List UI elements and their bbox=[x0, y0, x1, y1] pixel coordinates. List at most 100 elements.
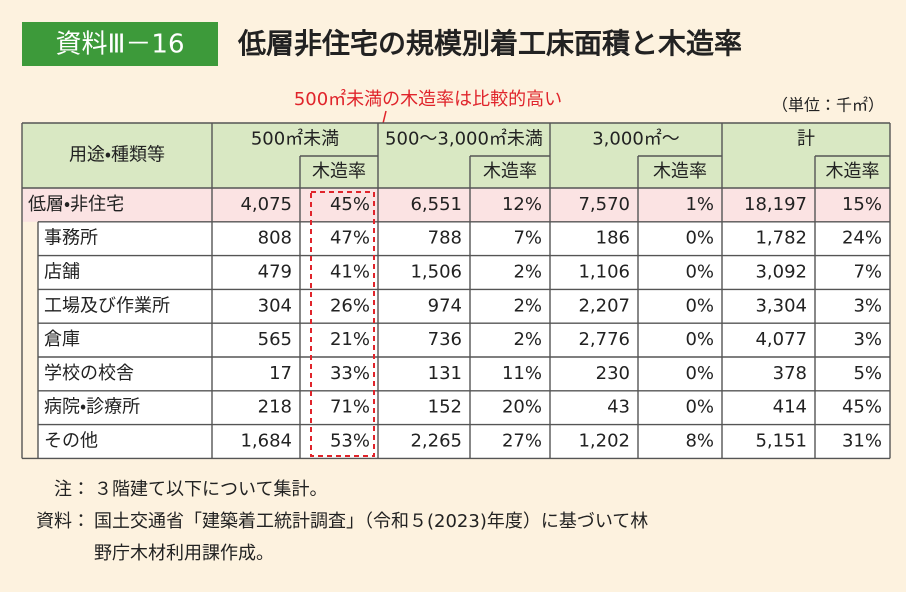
rate-cell: 7% bbox=[513, 228, 542, 249]
area-cell: 230 bbox=[596, 363, 630, 384]
rate-cell: 45% bbox=[842, 397, 882, 418]
rate-cell: 53% bbox=[330, 431, 370, 452]
column-header: 用途・種類等 bbox=[69, 145, 165, 166]
area-cell: 2,265 bbox=[410, 431, 462, 452]
area-cell: 788 bbox=[428, 228, 462, 249]
body-bg bbox=[722, 221, 815, 459]
rate-cell: 12% bbox=[502, 194, 542, 215]
row-label: その他 bbox=[44, 431, 98, 452]
row-label: 事務所 bbox=[44, 228, 98, 249]
body-bg bbox=[38, 221, 212, 459]
area-cell: 565 bbox=[258, 329, 292, 350]
area-cell: 4,077 bbox=[755, 329, 807, 350]
rate-cell: 0% bbox=[685, 262, 714, 283]
rate-cell: 47% bbox=[330, 228, 370, 249]
rate-cell: 8% bbox=[685, 431, 714, 452]
label-box bbox=[22, 22, 218, 66]
area-cell: 18,197 bbox=[744, 194, 807, 215]
rate-cell: 31% bbox=[842, 431, 882, 452]
area-cell: 43 bbox=[607, 397, 630, 418]
rate-cell: 45% bbox=[330, 194, 370, 215]
rate-cell: 71% bbox=[330, 397, 370, 418]
area-cell: 17 bbox=[269, 363, 292, 384]
area-cell: 414 bbox=[773, 397, 807, 418]
area-cell: 5,151 bbox=[755, 431, 807, 452]
unit: （単位：千㎡） bbox=[772, 96, 884, 115]
sub-header: 木造率 bbox=[653, 161, 707, 182]
area-cell: 6,551 bbox=[410, 194, 462, 215]
figure-title: 低層非住宅の規模別着工床面積と木造率 bbox=[237, 27, 742, 60]
rate-cell: 27% bbox=[502, 431, 542, 452]
group-header: 500～3,000㎡未満 bbox=[385, 128, 543, 150]
rate-cell: 20% bbox=[502, 397, 542, 418]
group-header: 計 bbox=[797, 129, 815, 150]
body-bg bbox=[300, 221, 378, 459]
rate-cell: 24% bbox=[842, 228, 882, 249]
rate-cell: 0% bbox=[685, 397, 714, 418]
rate-cell: 0% bbox=[685, 329, 714, 350]
area-cell: 218 bbox=[258, 397, 292, 418]
rate-cell: 41% bbox=[330, 262, 370, 283]
area-cell: 152 bbox=[428, 397, 462, 418]
notes: 注： ３階建て以下について集計。資料： 国土交通省「建築着工統計調査」（令和５(20… bbox=[36, 479, 648, 564]
rate-cell: 21% bbox=[330, 329, 370, 350]
rate-cell: 3% bbox=[853, 295, 882, 316]
rate-cell: 33% bbox=[330, 363, 370, 384]
area-cell: 304 bbox=[258, 295, 292, 316]
rate-cell: 0% bbox=[685, 228, 714, 249]
area-cell: 736 bbox=[428, 329, 462, 350]
area-cell: 3,092 bbox=[755, 262, 807, 283]
sub-header: 木造率 bbox=[483, 161, 537, 182]
row-label: 店舗 bbox=[44, 262, 80, 283]
note-text: ３階建て以下について集計。 bbox=[94, 479, 327, 500]
body-bg bbox=[212, 221, 300, 459]
rate-cell: 2% bbox=[513, 295, 542, 316]
note-label: 資料： bbox=[36, 511, 90, 532]
body-bg bbox=[550, 221, 638, 459]
highlight-box bbox=[310, 191, 375, 457]
group-header: 3,000㎡～ bbox=[592, 128, 680, 150]
rate-cell: 0% bbox=[685, 363, 714, 384]
rate-cell: 7% bbox=[853, 262, 882, 283]
note-text: 野庁木材利用課作成。 bbox=[94, 543, 274, 564]
row-label: 低層・非住宅 bbox=[28, 194, 124, 215]
area-cell: 4,075 bbox=[240, 194, 292, 215]
body-bg bbox=[470, 221, 550, 459]
row-label: 倉庫 bbox=[44, 329, 80, 350]
row-label: 病院・診療所 bbox=[44, 397, 140, 418]
area-cell: 2,776 bbox=[578, 329, 630, 350]
area-cell: 131 bbox=[428, 363, 462, 384]
total-row-bg bbox=[22, 188, 890, 222]
area-cell: 186 bbox=[596, 228, 630, 249]
rate-cell: 1% bbox=[685, 194, 714, 215]
rate-cell: 15% bbox=[842, 194, 882, 215]
area-cell: 1,506 bbox=[410, 262, 462, 283]
area-cell: 808 bbox=[258, 228, 292, 249]
area-cell: 1,202 bbox=[578, 431, 630, 452]
area-cell: 2,207 bbox=[578, 295, 630, 316]
rate-cell: 0% bbox=[685, 295, 714, 316]
note-text: 国土交通省「建築着工統計調査」（令和５(2023)年度）に基づいて林 bbox=[94, 511, 648, 532]
sub-header: 木造率 bbox=[312, 161, 366, 182]
row-label: 工場及び作業所 bbox=[44, 295, 170, 316]
body-bg bbox=[638, 221, 722, 459]
body-bg bbox=[378, 221, 470, 459]
body-bg bbox=[815, 221, 890, 459]
area-cell: 3,304 bbox=[755, 295, 807, 316]
area-cell: 479 bbox=[258, 262, 292, 283]
rate-cell: 2% bbox=[513, 262, 542, 283]
rate-cell: 2% bbox=[513, 329, 542, 350]
area-cell: 1,106 bbox=[578, 262, 630, 283]
sub-header: 木造率 bbox=[826, 161, 880, 182]
rate-cell: 11% bbox=[502, 363, 542, 384]
area-cell: 7,570 bbox=[578, 194, 630, 215]
note-label: 注： bbox=[54, 479, 90, 500]
header-bg bbox=[22, 123, 890, 188]
area-cell: 1,684 bbox=[240, 431, 292, 452]
figure-label: 資料Ⅲ－16 bbox=[55, 30, 184, 60]
area-cell: 1,782 bbox=[755, 228, 807, 249]
